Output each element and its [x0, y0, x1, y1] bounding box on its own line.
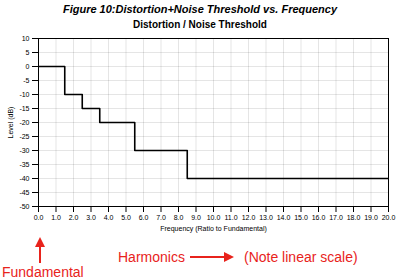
svg-text:-45: -45	[19, 189, 29, 196]
svg-text:-40: -40	[19, 175, 29, 182]
svg-text:(Note linear scale): (Note linear scale)	[244, 249, 358, 265]
svg-text:-35: -35	[19, 161, 29, 168]
svg-text:17.0: 17.0	[329, 214, 343, 221]
svg-text:Level (dB): Level (dB)	[7, 107, 15, 139]
svg-text:16.0: 16.0	[312, 214, 326, 221]
svg-text:-30: -30	[19, 147, 29, 154]
html-text:Distortion / Noise Threshold: Distortion / Noise Threshold	[133, 19, 267, 30]
svg-text:-5: -5	[23, 77, 29, 84]
svg-text:13.0: 13.0	[259, 214, 273, 221]
svg-text:10.0: 10.0	[207, 214, 221, 221]
svg-text:15.0: 15.0	[294, 214, 308, 221]
svg-text:18.0: 18.0	[347, 214, 361, 221]
svg-text:19.0: 19.0	[364, 214, 378, 221]
svg-text:20.0: 20.0	[382, 214, 396, 221]
svg-text:-10: -10	[19, 91, 29, 98]
svg-text:2.0: 2.0	[69, 214, 79, 221]
svg-text:-50: -50	[19, 203, 29, 210]
svg-text:-25: -25	[19, 133, 29, 140]
svg-text:1.0: 1.0	[51, 214, 61, 221]
svg-text:0: 0	[26, 63, 30, 70]
html-text:Figure 10:Distortion+Noise Thr: Figure 10:Distortion+Noise Threshold vs.…	[62, 3, 338, 15]
svg-text:14.0: 14.0	[277, 214, 291, 221]
svg-text:5.0: 5.0	[121, 214, 131, 221]
svg-text:3.0: 3.0	[86, 214, 96, 221]
svg-text:9.0: 9.0	[191, 214, 201, 221]
svg-text:6.0: 6.0	[139, 214, 149, 221]
svg-text:8.0: 8.0	[174, 214, 184, 221]
svg-text:-20: -20	[19, 119, 29, 126]
svg-text:0.0: 0.0	[34, 214, 44, 221]
svg-text:Frequency (Ratio to Fundamenta: Frequency (Ratio to Fundamental)	[160, 225, 267, 233]
svg-text:11.0: 11.0	[224, 214, 237, 221]
svg-text:10: 10	[22, 35, 30, 42]
svg-text:-15: -15	[19, 105, 29, 112]
svg-text:4.0: 4.0	[104, 214, 114, 221]
svg-text:Harmonics: Harmonics	[118, 249, 185, 265]
svg-text:Fundamental: Fundamental	[2, 264, 84, 280]
svg-text:7.0: 7.0	[156, 214, 166, 221]
svg-text:12.0: 12.0	[242, 214, 256, 221]
svg-text:5: 5	[26, 49, 30, 56]
